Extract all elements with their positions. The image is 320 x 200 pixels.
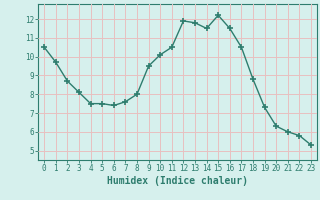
X-axis label: Humidex (Indice chaleur): Humidex (Indice chaleur) [107, 176, 248, 186]
